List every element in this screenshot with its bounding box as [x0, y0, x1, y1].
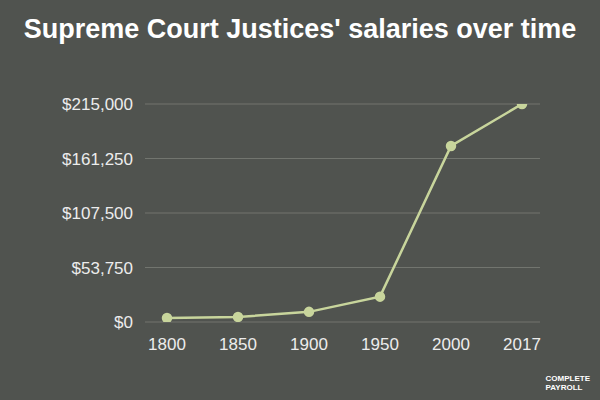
svg-text:1950: 1950	[361, 335, 399, 354]
svg-text:1900: 1900	[290, 335, 328, 354]
svg-text:1850: 1850	[219, 335, 257, 354]
html-text:PAYROLL: PAYROLL	[545, 383, 583, 392]
svg-text:1800: 1800	[148, 335, 186, 354]
svg-text:$53,750: $53,750	[72, 259, 133, 278]
svg-text:$107,500: $107,500	[62, 204, 133, 223]
html-text:Supreme Court Justices' salari: Supreme Court Justices' salaries over ti…	[23, 14, 577, 44]
html-text:COMPLETE: COMPLETE	[545, 374, 590, 383]
svg-text:$0: $0	[114, 313, 133, 332]
svg-text:2000: 2000	[432, 335, 470, 354]
svg-text:$215,000: $215,000	[62, 95, 133, 114]
svg-text:2017: 2017	[503, 335, 541, 354]
svg-text:$161,250: $161,250	[62, 150, 133, 169]
